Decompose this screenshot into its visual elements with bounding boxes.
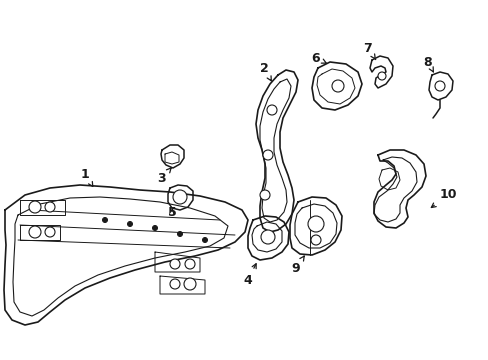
Text: 4: 4: [243, 264, 256, 287]
Polygon shape: [13, 197, 227, 316]
Circle shape: [170, 259, 180, 269]
Polygon shape: [256, 70, 297, 232]
Circle shape: [152, 225, 157, 230]
Text: 3: 3: [157, 168, 171, 184]
Circle shape: [263, 150, 272, 160]
Polygon shape: [161, 145, 183, 168]
Circle shape: [183, 278, 196, 290]
Text: 8: 8: [423, 55, 432, 72]
Polygon shape: [164, 152, 179, 164]
Text: 1: 1: [81, 167, 93, 186]
Polygon shape: [373, 150, 425, 228]
Polygon shape: [251, 222, 282, 252]
Circle shape: [45, 202, 55, 212]
Circle shape: [29, 226, 41, 238]
Polygon shape: [311, 62, 361, 110]
Text: 6: 6: [311, 51, 325, 64]
Circle shape: [434, 81, 444, 91]
Circle shape: [177, 231, 182, 237]
Polygon shape: [294, 204, 336, 248]
Polygon shape: [373, 157, 416, 222]
Polygon shape: [260, 79, 290, 222]
Polygon shape: [428, 72, 452, 100]
Circle shape: [266, 105, 276, 115]
Circle shape: [310, 235, 320, 245]
Text: 2: 2: [259, 62, 271, 81]
Polygon shape: [160, 276, 204, 294]
Circle shape: [102, 217, 107, 222]
Text: 5: 5: [167, 206, 176, 219]
Polygon shape: [316, 69, 354, 104]
Text: 7: 7: [363, 41, 375, 60]
Circle shape: [45, 227, 55, 237]
Circle shape: [307, 216, 324, 232]
Polygon shape: [20, 225, 60, 240]
Polygon shape: [155, 252, 200, 272]
Circle shape: [377, 72, 385, 80]
Polygon shape: [20, 200, 65, 215]
Circle shape: [127, 221, 132, 226]
Circle shape: [184, 259, 195, 269]
Text: 9: 9: [291, 256, 304, 274]
Circle shape: [202, 238, 207, 243]
Polygon shape: [168, 185, 193, 210]
Polygon shape: [247, 216, 288, 260]
Circle shape: [170, 279, 180, 289]
Polygon shape: [378, 168, 399, 190]
Circle shape: [29, 201, 41, 213]
Text: 10: 10: [430, 189, 456, 207]
Polygon shape: [4, 185, 247, 325]
Circle shape: [261, 230, 274, 244]
Circle shape: [260, 190, 269, 200]
Circle shape: [173, 190, 186, 204]
Polygon shape: [289, 197, 341, 255]
Polygon shape: [369, 56, 392, 88]
Circle shape: [331, 80, 343, 92]
